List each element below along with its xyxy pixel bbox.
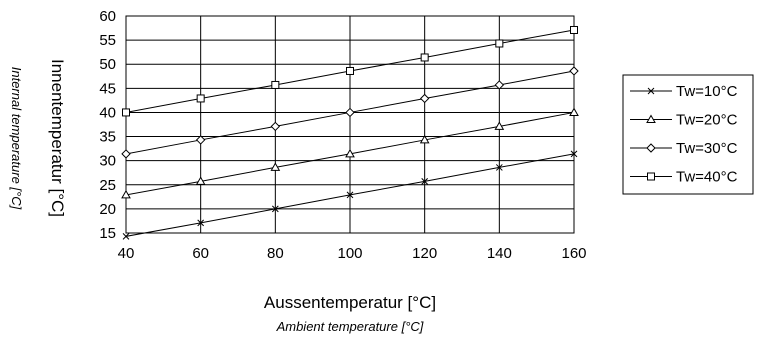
data-point [419, 93, 430, 104]
data-point [420, 53, 429, 62]
x-axis-label: Aussentemperatur [°C] [264, 293, 436, 312]
y-tick-label: 50 [99, 56, 116, 73]
legend-items: Tw=10°C Tw=20°C Tw=30°C Tw=40°C [630, 83, 738, 186]
series [121, 66, 579, 159]
legend-label: Tw=20°C [676, 112, 738, 129]
legend-item: Tw=40°C [630, 169, 738, 186]
y-tick-label: 25 [99, 177, 116, 194]
x-tick-label: 80 [267, 245, 284, 262]
legend-label: Tw=10°C [676, 83, 738, 100]
x-tick-labels: 40 60 80 100 120 140 160 [118, 245, 587, 262]
y-tick-labels: 15 20 25 30 35 40 45 50 55 60 [99, 8, 116, 242]
data-point [647, 172, 655, 181]
legend-item: Tw=20°C [630, 112, 738, 129]
y-tick-label: 20 [99, 201, 116, 218]
data-point [646, 143, 656, 153]
y-tick-label: 30 [99, 153, 116, 170]
data-point [122, 108, 130, 117]
x-tick-label: 60 [192, 245, 209, 262]
y-tick-label: 35 [99, 129, 116, 146]
data-point [569, 107, 579, 116]
data-point [495, 164, 503, 171]
series [122, 150, 578, 240]
data-point [419, 134, 430, 144]
grid [125, 15, 575, 234]
y-axis-label: Innentemperatur [°C] [48, 59, 67, 217]
data-point [345, 107, 355, 118]
legend [622, 74, 754, 195]
data-point [195, 135, 206, 145]
data-point [494, 121, 505, 130]
x-axis-sublabel: Ambient temperature [°C] [276, 319, 424, 334]
data-point [495, 39, 504, 48]
data-point [421, 178, 429, 185]
x-tick-label: 40 [118, 245, 135, 262]
x-tick-label: 160 [561, 245, 586, 262]
series-group [121, 25, 579, 240]
data-point [345, 148, 355, 158]
y-tick-label: 60 [99, 8, 116, 25]
data-point [346, 66, 354, 75]
x-tick-label: 100 [337, 245, 362, 262]
data-point [271, 205, 279, 213]
y-tick-label: 40 [99, 104, 116, 121]
data-point [646, 114, 656, 123]
y-tick-label: 45 [99, 80, 116, 97]
data-point [122, 233, 130, 240]
data-point [570, 25, 578, 34]
data-point [195, 176, 206, 185]
plot-area [125, 15, 575, 234]
legend-label: Tw=40°C [676, 169, 738, 186]
legend-label: Tw=30°C [676, 140, 738, 157]
y-tick-label: 55 [99, 32, 116, 49]
data-point [271, 80, 280, 89]
x-tick-label: 120 [412, 245, 437, 262]
x-tick-label: 140 [487, 245, 512, 262]
y-tick-label: 15 [99, 225, 116, 242]
data-point [569, 66, 579, 76]
series [122, 25, 578, 117]
data-point [270, 121, 281, 132]
data-point [121, 149, 131, 159]
data-point [647, 87, 655, 95]
data-point [270, 162, 281, 171]
data-point [196, 94, 205, 103]
legend-item: Tw=10°C [630, 83, 738, 100]
series [121, 107, 579, 199]
data-point [494, 80, 505, 90]
data-point [346, 191, 354, 199]
data-point [121, 189, 131, 199]
data-point [570, 150, 578, 158]
legend-item: Tw=30°C [630, 140, 738, 157]
data-point [197, 219, 205, 227]
y-axis-sublabel: Internal temperature [°C] [9, 67, 24, 210]
